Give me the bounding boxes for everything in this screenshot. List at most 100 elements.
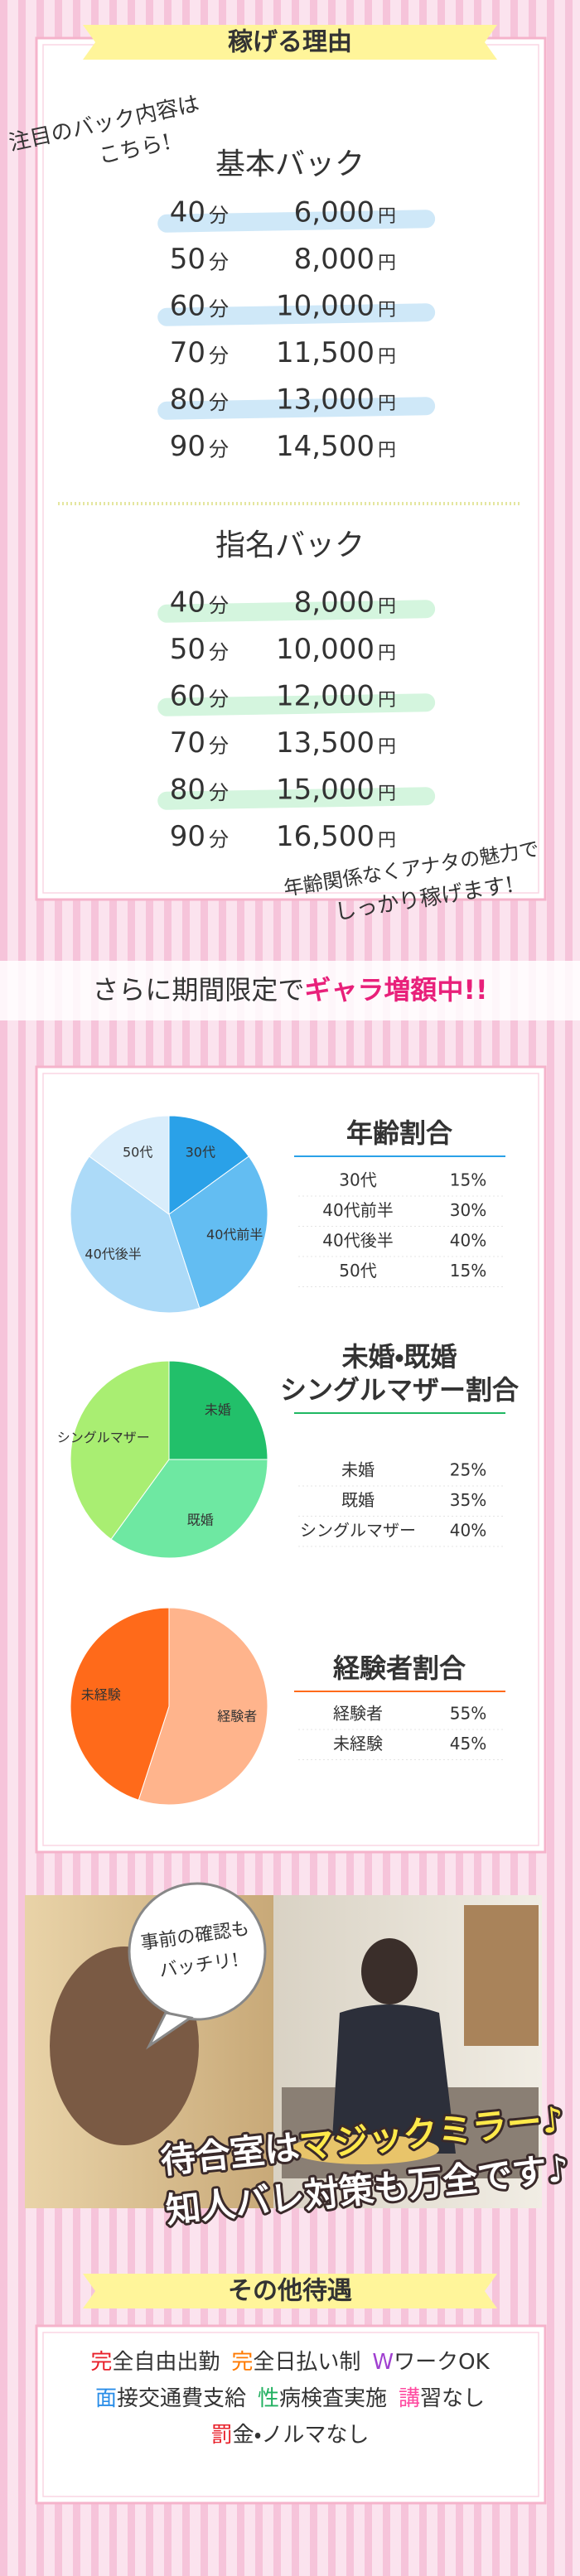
benefit-rest: 金・ノルマなし <box>233 2423 370 2448</box>
slice-label: 50代 <box>123 1144 152 1160</box>
benefit-head: 性 <box>258 2386 279 2411</box>
row-pay-unit: 円 <box>378 644 396 664</box>
campaign-prefix: さらに期間限定で <box>92 974 304 1006</box>
row-highlight <box>157 397 436 420</box>
row-pay: 8,000 <box>294 586 375 620</box>
row-time-unit: 分 <box>209 251 229 274</box>
slice-label: 未経験 <box>81 1686 121 1702</box>
row-time: 90 <box>170 820 205 853</box>
row-pay: 11,500 <box>276 336 375 369</box>
ratio-label: シングルマザー <box>300 1521 416 1541</box>
row-pay: 15,000 <box>276 774 375 807</box>
ratio-card-inner <box>42 1073 539 1846</box>
ratio-title: 未婚・既婚 <box>342 1341 457 1372</box>
row-highlight <box>157 693 436 716</box>
row-time-unit: 分 <box>209 297 229 321</box>
row-pay: 8,000 <box>294 243 375 276</box>
benefit-head: 罰 <box>211 2423 233 2448</box>
slice-label: 30代 <box>186 1144 215 1160</box>
ratio-label: 未婚 <box>341 1460 375 1480</box>
benefit-rest: 全日払い制 <box>253 2350 360 2375</box>
ribbon-shape <box>83 25 497 60</box>
ratio-value: 15% <box>450 1261 486 1281</box>
row-time: 80 <box>170 774 205 807</box>
row-time-unit: 分 <box>209 735 229 758</box>
slice-label: 未婚 <box>205 1402 231 1418</box>
shelf <box>464 1905 539 2046</box>
row-pay: 6,000 <box>294 196 375 229</box>
row-pay-unit: 円 <box>378 253 396 274</box>
ratio-value: 40% <box>450 1231 486 1251</box>
row-pay: 10,000 <box>276 290 375 323</box>
row-time: 50 <box>170 633 205 666</box>
benefit-line: 面接交通費支給 性病検査実施 講習なし <box>95 2386 485 2411</box>
slice-label: シングルマザー <box>57 1430 150 1445</box>
pie-slice <box>70 1607 170 1801</box>
ratio-label: 30代 <box>339 1170 376 1190</box>
header-title: 稼げる理由 <box>228 28 352 57</box>
row-pay-unit: 円 <box>378 347 396 368</box>
header-ribbon: 稼げる理由 <box>83 25 497 60</box>
benefit-head: 完 <box>231 2350 253 2375</box>
pie-slice <box>110 1459 268 1559</box>
table <box>290 2135 439 2164</box>
ratio-title: 経験者割合 <box>333 1652 466 1684</box>
row-time: 70 <box>170 336 205 369</box>
bubble-tail <box>146 2011 194 2050</box>
ratio-value: 45% <box>450 1734 486 1754</box>
row-highlight <box>157 210 436 233</box>
row-time: 70 <box>170 726 205 760</box>
row-time-unit: 分 <box>209 687 229 711</box>
ratio-value: 35% <box>450 1490 486 1510</box>
basic-back-title: 基本バック <box>215 147 365 181</box>
row-pay: 13,500 <box>276 726 375 760</box>
slice-label: 40代前半 <box>206 1227 263 1242</box>
row-pay: 13,000 <box>276 384 375 417</box>
row-pay: 14,500 <box>276 430 375 463</box>
row-time-unit: 分 <box>209 828 229 851</box>
ratio-value: 40% <box>450 1521 486 1541</box>
row-time-unit: 分 <box>209 438 229 461</box>
row-highlight <box>157 787 436 810</box>
ratio-value: 30% <box>450 1200 486 1220</box>
row-highlight <box>157 303 436 326</box>
row-pay-unit: 円 <box>378 206 396 227</box>
row-time-unit: 分 <box>209 641 229 664</box>
row-pay-unit: 円 <box>378 393 396 414</box>
ratio-label: 既婚 <box>341 1490 375 1510</box>
ratio-title: 年齢割合 <box>346 1117 453 1149</box>
slice-label: 既婚 <box>187 1512 214 1528</box>
pie-slice <box>89 1115 170 1215</box>
man-suit <box>331 2004 456 2154</box>
benefit-rest: 習なし <box>420 2386 485 2411</box>
pie-slice <box>70 1360 170 1540</box>
ratio-value: 25% <box>450 1460 486 1480</box>
row-time: 60 <box>170 290 205 323</box>
photo: 事前の確認も バッチリ! 待合室はマジックミラー♪知人バレ対策も万全です♪ <box>25 1882 573 2233</box>
pie-slice <box>168 1115 249 1215</box>
ratio-label: 50代 <box>339 1261 376 1281</box>
ratio-charts: 30代 40代前半 40代後半 50代 年齢割合 30代 15% 40代前半 30% 40代後半 4… <box>57 1115 520 1806</box>
ratio-label: 経験者 <box>333 1704 383 1724</box>
row-pay: 12,000 <box>276 680 375 713</box>
pie-slice <box>168 1155 268 1309</box>
benefit-title: その他待遇 <box>228 2277 352 2306</box>
benefit-line: 完全自由出勤 完全日払い制 WワークOK <box>90 2350 490 2375</box>
row-time: 60 <box>170 680 205 713</box>
benefit-ribbon: その他待遇 <box>83 2274 497 2308</box>
row-highlight <box>157 600 436 623</box>
reason-card <box>35 36 547 901</box>
ratio-label: 40代後半 <box>322 1231 393 1251</box>
benefit-card <box>35 2324 547 2505</box>
ratio-value: 55% <box>450 1704 486 1724</box>
campaign-highlight: ギャラ増額中!! <box>304 974 487 1006</box>
benefit-head: 完 <box>90 2350 112 2375</box>
row-pay-unit: 円 <box>378 596 396 617</box>
pie-slice <box>138 1607 268 1806</box>
benefit-rest: 全自由出勤 <box>112 2350 220 2375</box>
benefit-rest: 接交通費支給 <box>117 2386 246 2411</box>
nominated-back-title: 指名バック <box>215 528 365 562</box>
